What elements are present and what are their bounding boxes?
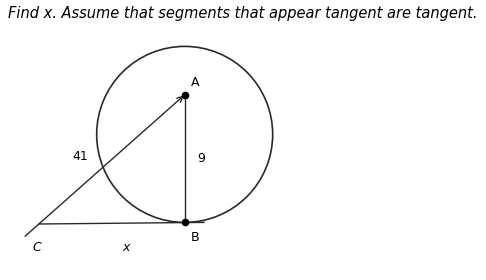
Text: 9: 9 [197, 152, 205, 165]
Text: x: x [122, 241, 130, 254]
Text: A: A [191, 76, 199, 89]
Text: C: C [32, 241, 41, 254]
Text: 41: 41 [72, 150, 88, 163]
Text: Find x. Assume that segments that appear tangent are tangent.: Find x. Assume that segments that appear… [8, 6, 478, 21]
Text: B: B [191, 231, 200, 244]
